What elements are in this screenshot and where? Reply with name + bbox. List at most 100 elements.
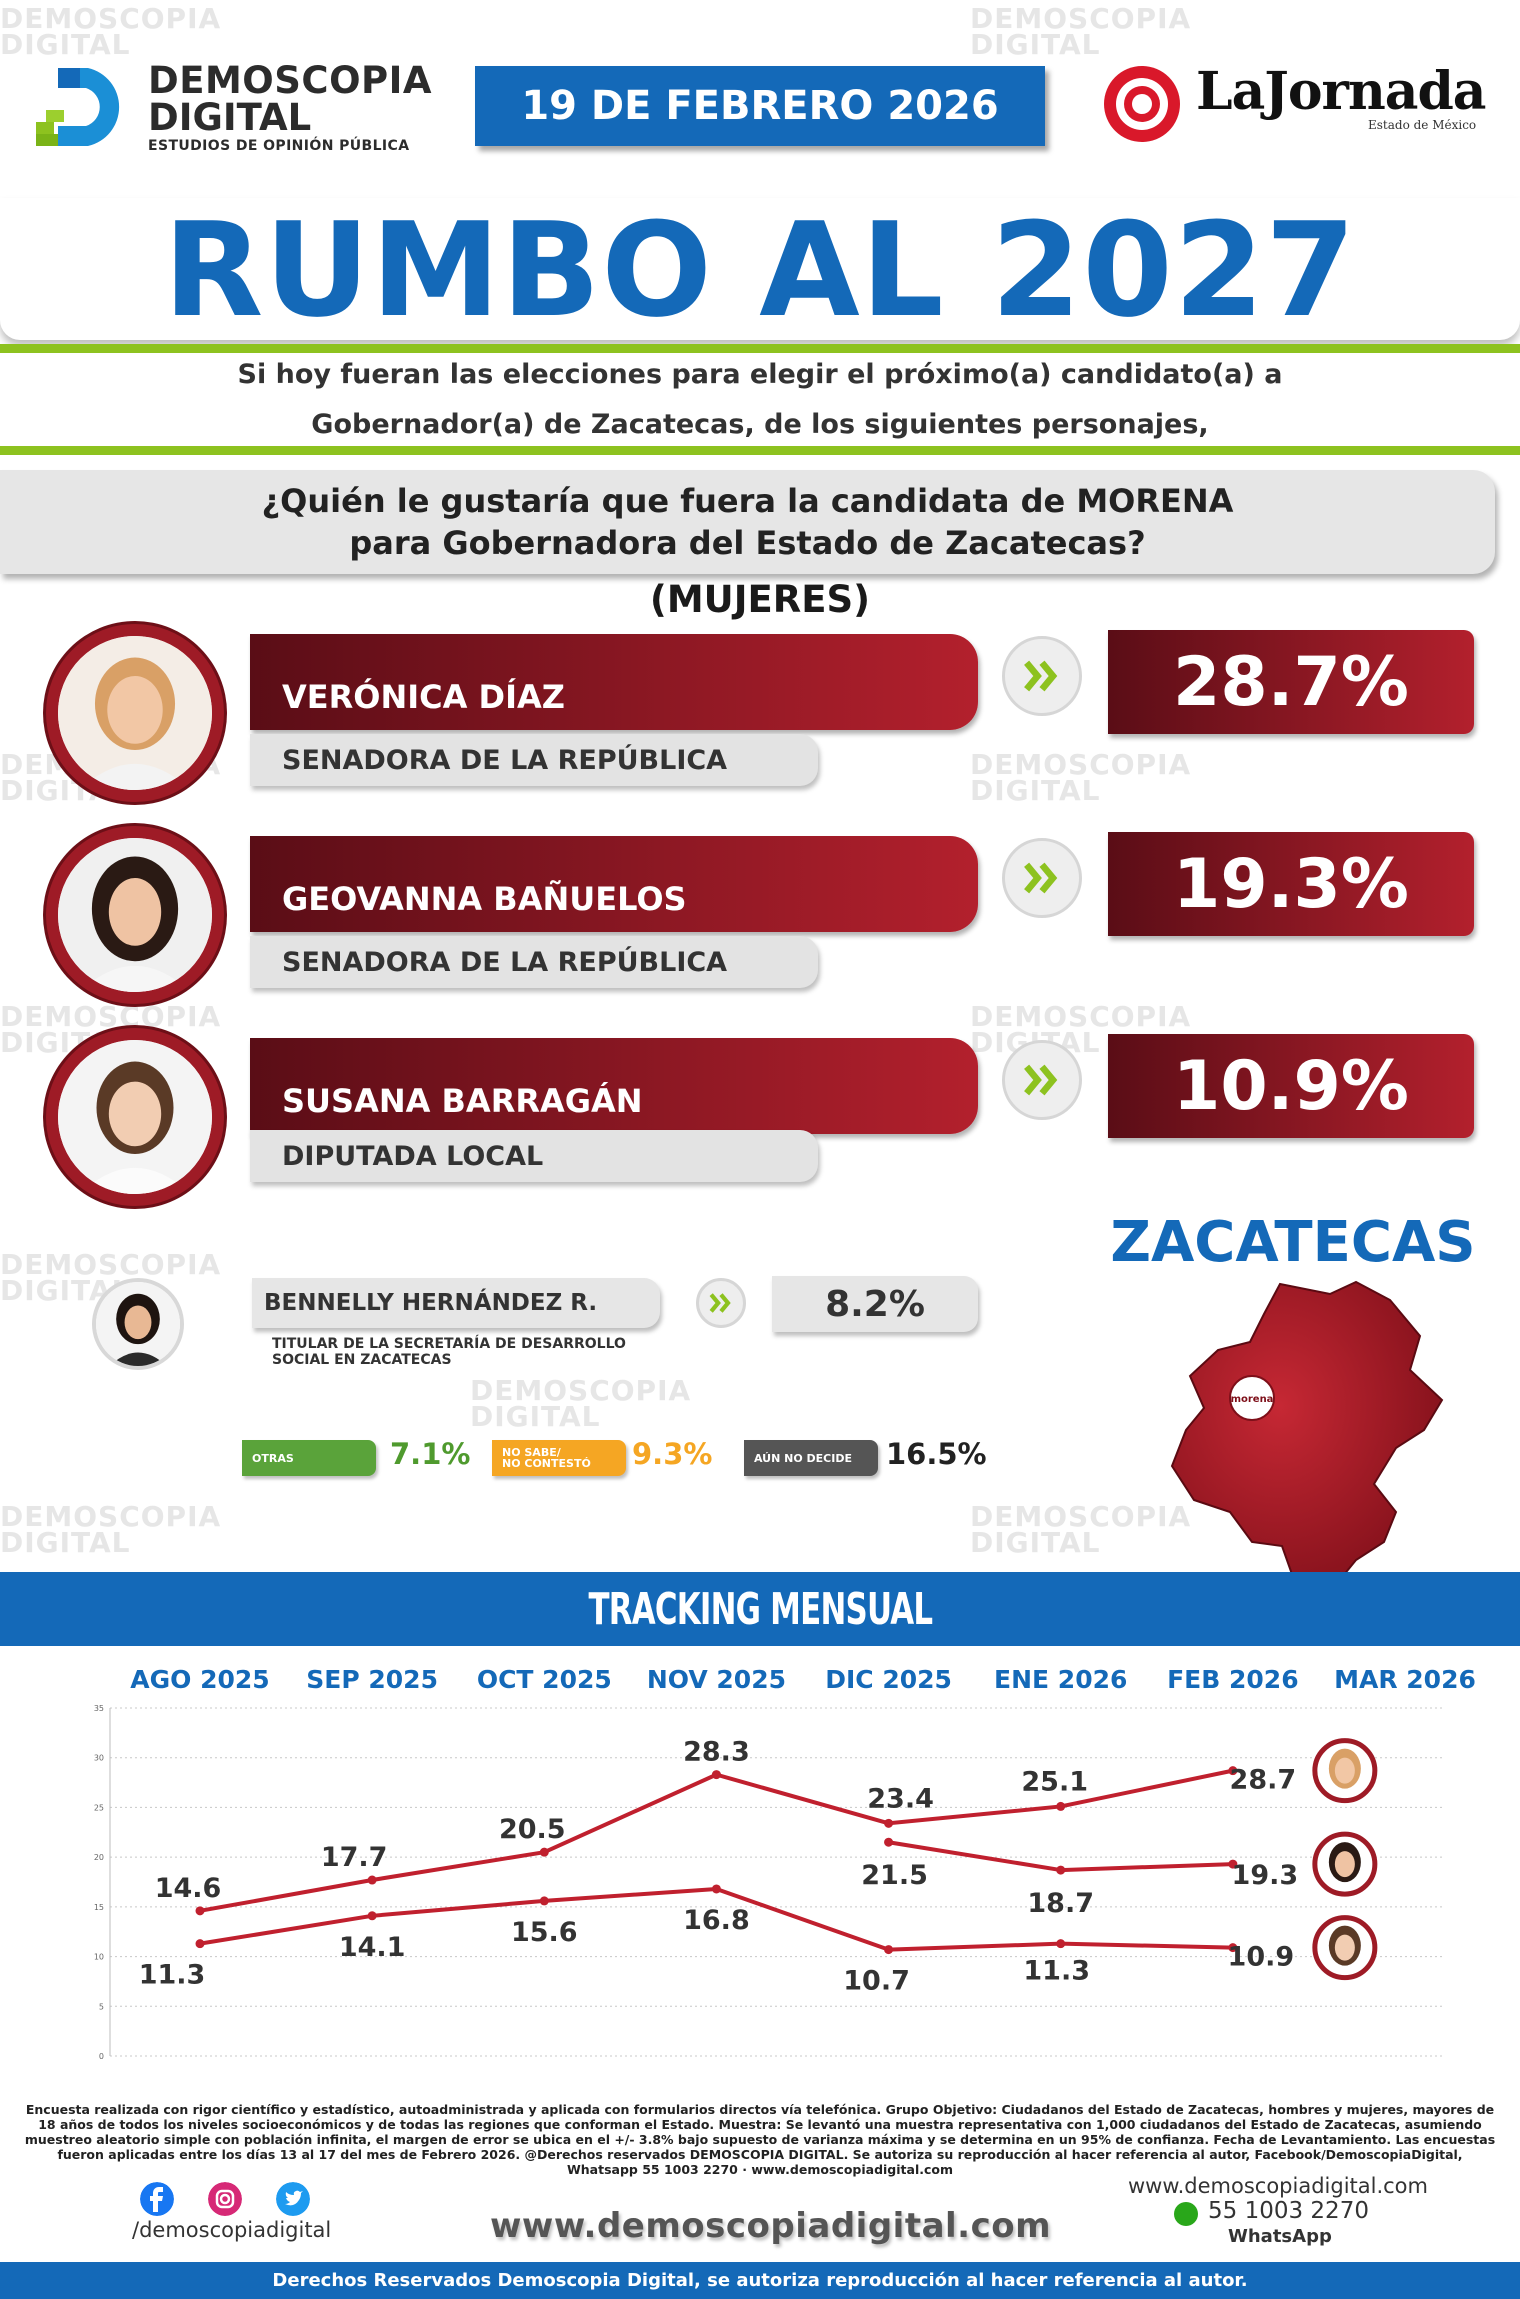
- candidate-percentage: 19.3%: [1108, 832, 1474, 936]
- data-label: 28.7: [1230, 1765, 1297, 1796]
- chevron-double-right-icon: [696, 1278, 746, 1328]
- other-candidate-name: BENNELLY HERNÁNDEZ R.: [252, 1278, 660, 1328]
- x-category-label: AGO 2025: [130, 1665, 269, 1694]
- question-line1: ¿Quién le gustaría que fuera la candidat…: [261, 482, 1234, 520]
- no-answer-tag: NO SABE/NO CONTESTÓ: [492, 1440, 626, 1476]
- undecided-value: 16.5%: [886, 1437, 987, 1471]
- data-label: 14.1: [339, 1932, 406, 1963]
- website-link-small[interactable]: www.demoscopiadigital.com: [1128, 2174, 1428, 2198]
- facebook-icon[interactable]: [140, 2182, 174, 2216]
- website-link[interactable]: www.demoscopiadigital.com: [490, 2206, 1052, 2246]
- undecided-tag: AÚN NO DECIDE: [744, 1440, 878, 1476]
- data-label: 18.7: [1027, 1888, 1094, 1919]
- data-point: [1056, 1865, 1066, 1875]
- candidate-percentage: 28.7%: [1108, 630, 1474, 734]
- other-candidate-percentage: 8.2%: [772, 1276, 978, 1332]
- other-candidate-role-line1: TITULAR DE LA SECRETARÍA DE DESARROLLO: [272, 1336, 626, 1352]
- data-label: 14.6: [155, 1873, 222, 1904]
- brand-block: DEMOSCOPIA DIGITAL ESTUDIOS DE OPINIÓN P…: [148, 62, 432, 156]
- twitter-icon[interactable]: [276, 2182, 310, 2216]
- zacatecas-map-icon: morena: [1170, 1280, 1444, 1594]
- data-point: [884, 1818, 894, 1828]
- data-point: [1056, 1801, 1066, 1811]
- divider: [0, 446, 1520, 455]
- data-label: 16.8: [683, 1905, 750, 1936]
- instagram-icon[interactable]: [208, 2182, 242, 2216]
- x-category-label: NOV 2025: [647, 1665, 786, 1694]
- series-avatar-icon: [1312, 1915, 1378, 1981]
- question-line2: para Gobernadora del Estado de Zacatecas…: [349, 524, 1146, 562]
- x-category-label: FEB 2026: [1167, 1665, 1299, 1694]
- y-tick-label: 20: [94, 1853, 104, 1862]
- candidate-photo: [46, 624, 224, 802]
- y-tick-label: 25: [94, 1803, 104, 1812]
- tracking-title: TRACKING MENSUAL: [588, 1583, 933, 1635]
- other-candidate-role-line2: SOCIAL EN ZACATECAS: [272, 1352, 452, 1368]
- data-label: 10.9: [1228, 1942, 1295, 1973]
- chevron-double-right-icon: [1002, 636, 1082, 716]
- methodology-note: Encuesta realizada con rigor científico …: [24, 2102, 1496, 2177]
- y-tick-label: 10: [94, 1953, 104, 1962]
- data-point: [1056, 1939, 1066, 1949]
- others-tag: OTRAS: [242, 1440, 376, 1476]
- data-label: 23.4: [867, 1783, 934, 1814]
- data-label: 15.6: [511, 1917, 578, 1948]
- candidate-photo: [92, 1278, 184, 1370]
- x-category-label: DIC 2025: [825, 1665, 952, 1694]
- person-icon: [58, 636, 212, 790]
- whatsapp-label: WhatsApp: [1228, 2226, 1332, 2247]
- x-category-label: SEP 2025: [306, 1665, 438, 1694]
- rights-bar: Derechos Reservados Demoscopia Digital, …: [0, 2262, 1520, 2299]
- series-avatar-icon: [1312, 1831, 1378, 1897]
- date-badge: 19 DE FEBRERO 2026: [475, 66, 1045, 146]
- data-point: [539, 1896, 549, 1906]
- candidate-role: DIPUTADA LOCAL: [250, 1130, 818, 1182]
- candidate-role: SENADORA DE LA REPÚBLICA: [250, 734, 818, 786]
- data-label: 10.7: [843, 1966, 910, 1997]
- chevron-double-right-icon: [1002, 838, 1082, 918]
- data-point: [195, 1906, 205, 1916]
- x-category-label: MAR 2026: [1334, 1665, 1476, 1694]
- brand-tagline: ESTUDIOS DE OPINIÓN PÚBLICA: [148, 138, 410, 154]
- data-label: 20.5: [499, 1814, 566, 1845]
- whatsapp-icon: [1174, 2202, 1198, 2226]
- brand-line1: DEMOSCOPIA: [148, 59, 433, 102]
- x-category-label: OCT 2025: [477, 1665, 612, 1694]
- other-candidate-role: TITULAR DE LA SECRETARÍA DE DESARROLLO S…: [272, 1336, 692, 1368]
- data-point: [711, 1770, 721, 1780]
- candidate-role: SENADORA DE LA REPÚBLICA: [250, 936, 818, 988]
- intro-line1: Si hoy fueran las elecciones para elegir…: [237, 359, 1283, 390]
- data-point: [884, 1837, 894, 1847]
- question-box: ¿Quién le gustaría que fuera la candidat…: [0, 470, 1495, 574]
- phone-number[interactable]: 55 1003 2270: [1208, 2198, 1369, 2224]
- y-tick-label: 15: [94, 1903, 104, 1912]
- candidate-name: SUSANA BARRAGÁN: [250, 1038, 978, 1134]
- demoscopia-logo-icon: [36, 68, 120, 146]
- segment-label: (MUJERES): [649, 578, 871, 621]
- data-label: 11.3: [1023, 1956, 1090, 1987]
- person-icon: [58, 1040, 212, 1194]
- partner-logo: LaJornada: [1196, 61, 1486, 122]
- y-tick-label: 35: [94, 1704, 104, 1713]
- others-label: OTRAS: [252, 1451, 294, 1465]
- social-handle[interactable]: /demoscopiadigital: [132, 2218, 332, 2242]
- la-jornada-sun-icon: [1104, 66, 1180, 142]
- data-label: 28.3: [683, 1737, 750, 1768]
- y-tick-label: 5: [99, 2002, 104, 2011]
- person-icon: [96, 1282, 180, 1366]
- no-answer-label-line2: NO CONTESTÓ: [502, 1457, 591, 1470]
- candidate-photo: [46, 826, 224, 1004]
- data-point: [1228, 1859, 1238, 1869]
- data-label: 17.7: [321, 1842, 388, 1873]
- chevron-double-right-icon: [1002, 1040, 1082, 1120]
- data-point: [1228, 1766, 1238, 1776]
- intro-line2: Gobernador(a) de Zacatecas, de los sigui…: [311, 409, 1209, 440]
- partner-sub: Estado de México: [1368, 118, 1477, 132]
- data-label: 21.5: [861, 1860, 928, 1891]
- others-value: 7.1%: [390, 1437, 471, 1471]
- tracking-header: TRACKING MENSUAL: [0, 1572, 1520, 1646]
